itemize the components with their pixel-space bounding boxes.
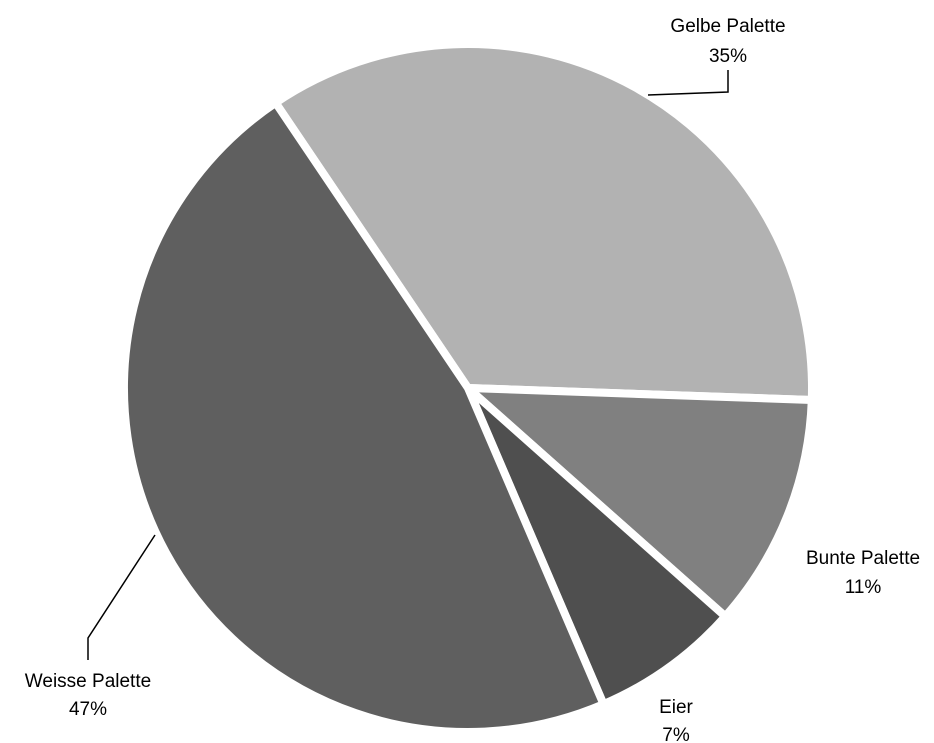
pie-slices — [120, 40, 816, 736]
pie-slice-weisse-palette — [120, 97, 609, 736]
slice-label-gelbe-palette: Gelbe Palette — [670, 16, 785, 37]
slice-percent-gelbe-palette: 35% — [709, 46, 747, 67]
pie-slice-gelbe-palette — [270, 40, 816, 405]
slice-percent-weisse-palette: 47% — [69, 699, 107, 720]
pie-slice-bunte-palette — [457, 383, 816, 623]
slice-label-eier: Eier — [659, 697, 693, 718]
data-label-eier: Eier 7% — [659, 697, 693, 743]
slice-label-weisse-palette: Weisse Palette — [25, 671, 151, 692]
leader-line-gelbe-palette — [647, 70, 729, 96]
leader-line-weisse-palette — [87, 534, 156, 660]
slice-percent-eier: 7% — [662, 725, 690, 743]
slice-label-bunte-palette: Bunte Palette — [806, 548, 920, 569]
slice-percent-bunte-palette: 11% — [845, 577, 882, 598]
data-label-weisse-palette: Weisse Palette 47% — [25, 671, 151, 720]
pie-slice-eier — [464, 385, 731, 710]
data-label-gelbe-palette: Gelbe Palette 35% — [670, 16, 785, 67]
leader-lines — [87, 70, 729, 660]
data-label-bunte-palette: Bunte Palette 11% — [806, 548, 920, 598]
